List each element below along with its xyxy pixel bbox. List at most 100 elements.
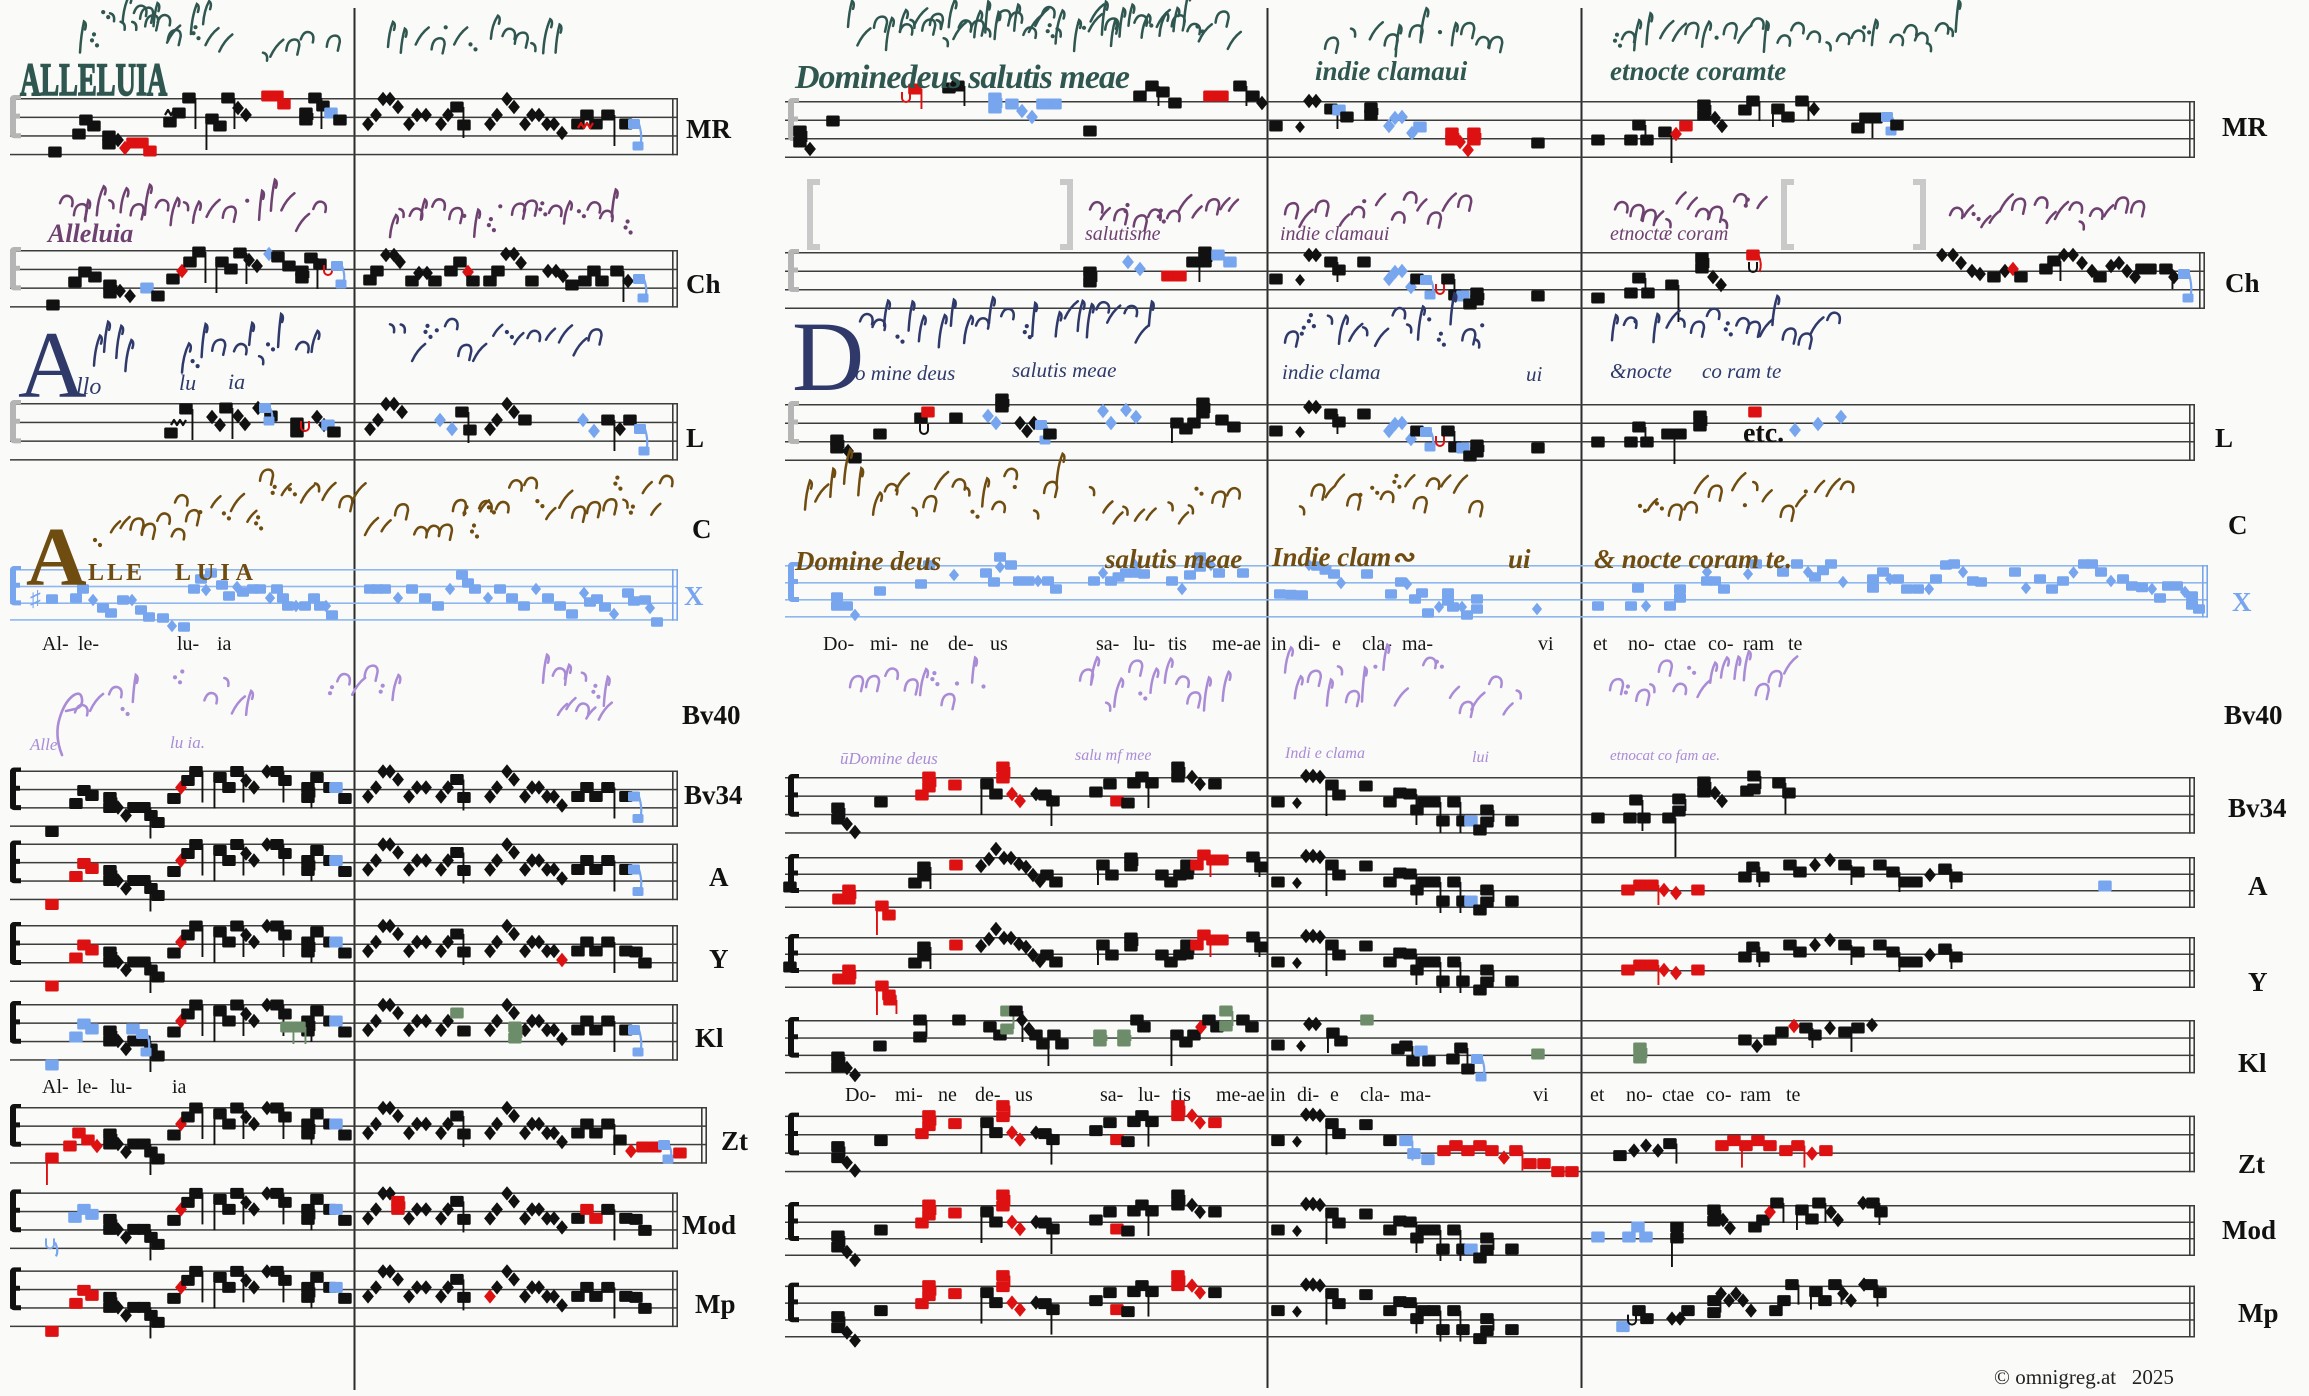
svg-text:Alleluia: Alleluia: [46, 219, 133, 248]
svg-text:me-ae: me-ae: [1216, 1084, 1265, 1106]
svg-text:lu-: lu-: [1133, 633, 1155, 655]
svg-text:A: A: [709, 862, 729, 892]
svg-text:Zt: Zt: [721, 1126, 748, 1156]
svg-text:ram: ram: [1743, 633, 1775, 655]
svg-text:te: te: [1786, 1084, 1801, 1106]
svg-text:ui: ui: [1508, 544, 1531, 574]
svg-text:Al-: Al-: [42, 1076, 69, 1098]
svg-text:LLE: LLE: [88, 560, 145, 586]
svg-text:indie clamaui: indie clamaui: [1280, 223, 1389, 245]
svg-text:Do-: Do-: [823, 633, 854, 655]
svg-text:Y: Y: [709, 944, 729, 974]
svg-text:sa-: sa-: [1096, 633, 1119, 655]
svg-text:MR: MR: [686, 114, 731, 144]
svg-text:salutisme: salutisme: [1085, 223, 1161, 245]
svg-text:te: te: [1788, 633, 1803, 655]
svg-text:sa-: sa-: [1100, 1084, 1123, 1106]
svg-text:ia: ia: [228, 369, 245, 394]
svg-text:salu mf mee: salu mf mee: [1075, 747, 1151, 764]
svg-text:A: A: [2248, 871, 2268, 901]
svg-text:ma-: ma-: [1402, 633, 1433, 655]
svg-text:indie clama: indie clama: [1282, 360, 1381, 384]
svg-text:Zt: Zt: [2238, 1149, 2265, 1179]
svg-text:Bv40: Bv40: [682, 700, 741, 730]
svg-text:&nocte: &nocte: [1610, 359, 1672, 383]
svg-text:le-: le-: [78, 633, 99, 655]
svg-text:co-: co-: [1706, 1084, 1732, 1106]
svg-text:A: A: [18, 312, 87, 418]
svg-text:lu: lu: [179, 370, 196, 395]
svg-text:llo: llo: [76, 374, 101, 400]
svg-text:in: in: [1271, 633, 1287, 655]
svg-text:de-: de-: [975, 1084, 1001, 1106]
svg-text:salutis meae: salutis meae: [1104, 544, 1242, 574]
svg-text:o mine deus: o mine deus: [855, 361, 955, 385]
svg-text:vi: vi: [1533, 1084, 1549, 1106]
svg-text:etnocte coramte: etnocte coramte: [1610, 56, 1786, 86]
svg-text:us: us: [1015, 1084, 1033, 1106]
svg-text:ma-: ma-: [1400, 1084, 1431, 1106]
svg-text:ALLELUIA: ALLELUIA: [20, 54, 167, 106]
svg-text:ram: ram: [1740, 1084, 1772, 1106]
svg-text:ia: ia: [172, 1076, 187, 1098]
svg-text:no-: no-: [1626, 1084, 1653, 1106]
svg-text:Indi e clama: Indi e clama: [1284, 745, 1365, 762]
svg-text:mi-: mi-: [870, 633, 898, 655]
svg-text:etc.: etc.: [1743, 418, 1784, 449]
svg-text:Ch: Ch: [2225, 268, 2260, 298]
svg-text:Mp: Mp: [695, 1289, 736, 1319]
svg-text:et: et: [1590, 1084, 1605, 1106]
svg-text:© omnigreg.at 2025: © omnigreg.at 2025: [1994, 1365, 2174, 1389]
svg-text:Al-: Al-: [42, 633, 69, 655]
svg-text:Mod: Mod: [2222, 1215, 2276, 1245]
svg-text:in: in: [1270, 1084, 1286, 1106]
svg-text:D: D: [792, 301, 864, 412]
svg-text:de-: de-: [948, 633, 974, 655]
svg-text:lu-: lu-: [1138, 1084, 1160, 1106]
svg-text:Kl: Kl: [695, 1023, 724, 1053]
svg-text:co-: co-: [1708, 633, 1734, 655]
svg-text:Domine deus: Domine deus: [794, 546, 941, 576]
svg-text:mi-: mi-: [895, 1084, 923, 1106]
svg-text:X: X: [684, 581, 704, 611]
svg-text:Bv40: Bv40: [2224, 700, 2283, 730]
svg-text:& nocte coram te.: & nocte coram te.: [1594, 544, 1792, 574]
svg-text:Mp: Mp: [2238, 1298, 2279, 1328]
svg-text:lu-: lu-: [177, 633, 199, 655]
svg-text:Mod: Mod: [682, 1210, 736, 1240]
svg-text:le-: le-: [77, 1076, 98, 1098]
svg-text:L: L: [2215, 423, 2233, 453]
svg-text:et: et: [1593, 633, 1608, 655]
svg-text:di-: di-: [1297, 1084, 1319, 1106]
svg-text:A: A: [26, 511, 87, 604]
svg-text:me-ae: me-ae: [1212, 633, 1261, 655]
svg-text:indie clamaui: indie clamaui: [1315, 56, 1468, 86]
svg-text:Alle: Alle: [29, 735, 58, 754]
svg-text:lu-: lu-: [110, 1076, 132, 1098]
svg-text:etnocat co fam ae.: etnocat co fam ae.: [1610, 748, 1720, 764]
svg-text:ia: ia: [217, 633, 232, 655]
svg-text:co ram te: co ram te: [1702, 359, 1781, 383]
svg-text:no-: no-: [1628, 633, 1655, 655]
svg-text:etnoctæ coram: etnoctæ coram: [1610, 223, 1728, 245]
svg-text:salutis meae: salutis meae: [1012, 358, 1116, 382]
svg-text:C: C: [2228, 510, 2248, 540]
svg-text:ne: ne: [938, 1084, 957, 1106]
svg-text:us: us: [990, 633, 1008, 655]
svg-text:Indie clam∾: Indie clam∾: [1271, 542, 1415, 572]
svg-text:Bv34: Bv34: [2228, 793, 2287, 823]
svg-text:di-: di-: [1298, 633, 1320, 655]
svg-text:lui: lui: [1472, 749, 1489, 766]
svg-text:vi: vi: [1538, 633, 1554, 655]
svg-text:tis: tis: [1168, 633, 1187, 655]
svg-text:Ch: Ch: [686, 269, 721, 299]
svg-text:LUIA: LUIA: [175, 560, 259, 586]
svg-text:Y: Y: [2248, 967, 2268, 997]
svg-text:Dominedeus salutis meae: Dominedeus salutis meae: [794, 59, 1130, 96]
svg-text:ne: ne: [910, 633, 929, 655]
svg-text:cla-: cla-: [1360, 1084, 1390, 1106]
svg-text:e: e: [1332, 633, 1341, 655]
svg-text:ctae: ctae: [1664, 633, 1696, 655]
svg-text:C: C: [692, 514, 712, 544]
svg-text:Do-: Do-: [845, 1084, 876, 1106]
